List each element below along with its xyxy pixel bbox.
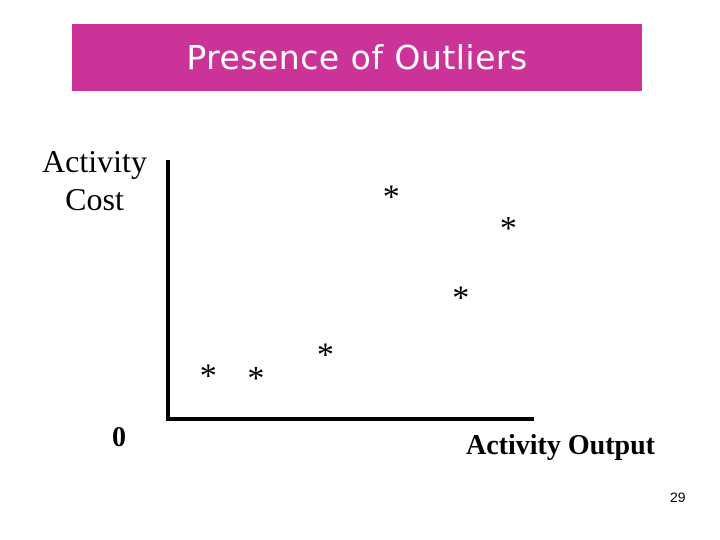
slide-title: Presence of Outliers [186,38,528,77]
page-number: 29 [670,489,686,505]
data-points: * * * * * * [200,179,517,397]
data-point-6: * [500,210,517,247]
data-point-4: * [383,179,400,216]
x-axis-label: Activity Output [466,430,655,461]
origin-label: 0 [112,422,126,453]
y-axis-label: Activity Cost [22,142,167,218]
data-point-1: * [200,357,217,394]
y-axis-label-line-2: Cost [65,181,124,217]
data-point-2: * [247,360,264,397]
y-axis-label-line-1: Activity [42,143,147,179]
title-banner: Presence of Outliers [72,24,642,91]
data-point-5: * [452,280,469,317]
data-point-3: * [317,337,334,374]
